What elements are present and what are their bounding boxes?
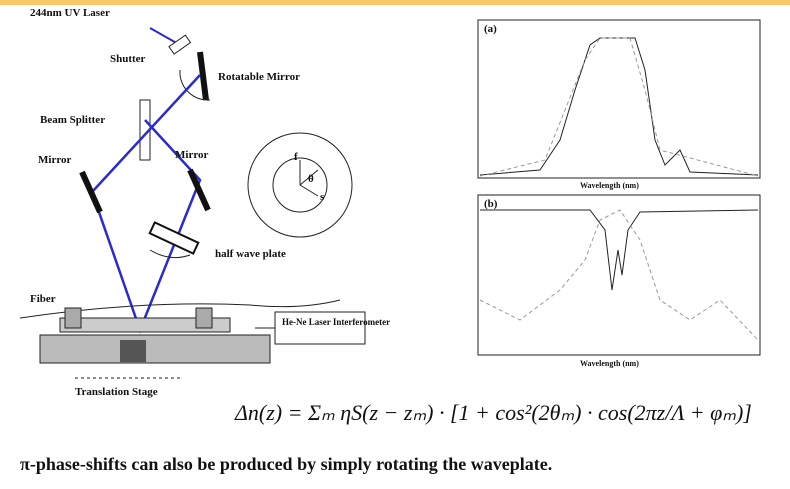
label: Mirror [38,154,72,166]
axis-s [299,184,319,197]
label: Mirror [175,149,209,161]
label: 244nm UV Laser [30,7,110,19]
mirror-right [187,168,211,212]
panel-label: (a) [484,23,497,35]
shutter [168,34,192,55]
caption: π-phase-shifts can also be produced by s… [20,454,552,474]
rotatable-mirror [197,51,209,101]
clamp [195,307,213,329]
clamp [64,307,82,329]
label: Rotatable Mirror [218,71,300,83]
label: s [320,191,325,203]
label: He-Ne Laser Interferometer [282,317,390,327]
equation: Δn(z) = Σₘ ηS(z − zₘ) · [1 + cos²(2θₘ) ·… [234,400,752,425]
stage [39,334,271,364]
plot-a-curve2 [479,37,759,177]
half-wave-plate [148,221,200,255]
outer-circle [247,132,353,238]
top-strip [0,0,790,5]
stage-top [59,317,231,333]
label: half wave plate [215,248,286,260]
label: Beam Splitter [40,114,105,126]
x-axis-label: Wavelength (nm) [580,181,639,190]
plot-b-curve2 [479,209,759,341]
plot-a-curve [479,37,759,176]
x-axis-label: Wavelength (nm) [580,359,639,368]
block [120,340,146,362]
label: Fiber [30,293,56,305]
label: f [294,151,298,163]
label: Translation Stage [75,386,158,398]
rotation-arc [179,69,211,101]
label: θ [308,173,314,185]
mirror-left [79,170,103,214]
plate-arrow [149,249,191,259]
plot-b-frame [477,194,761,356]
panel-label: (b) [484,198,498,210]
inner-circle [272,157,328,213]
axis-rot [299,169,319,186]
label: Shutter [110,53,146,65]
plot-b-curve [480,209,759,291]
plot-a-frame [477,19,761,179]
